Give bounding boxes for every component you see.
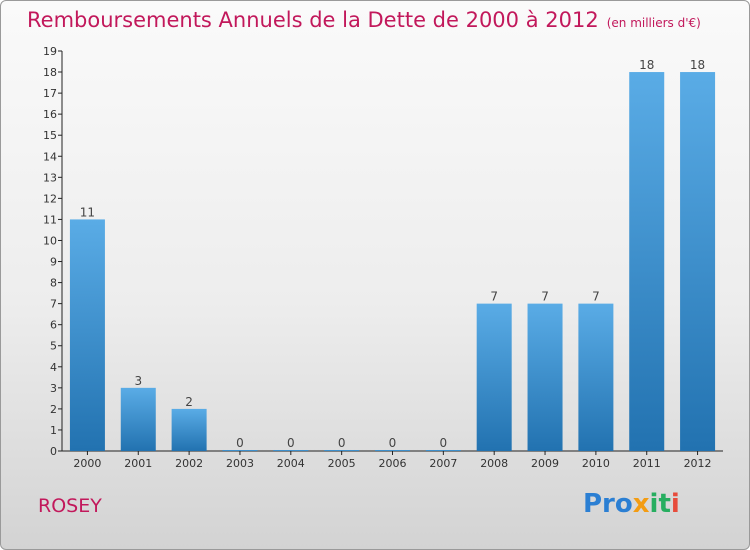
x-tick-label: 2004 — [277, 457, 305, 470]
y-tick-label: 9 — [50, 256, 57, 269]
x-tick-label: 2005 — [328, 457, 356, 470]
bar-2008 — [476, 303, 512, 451]
y-tick-label: 4 — [50, 361, 57, 374]
y-tick-label: 7 — [50, 298, 57, 311]
y-tick-label: 18 — [43, 66, 57, 79]
y-tick-label: 19 — [43, 45, 57, 58]
bar-2006 — [375, 450, 410, 451]
bar-2003 — [222, 450, 258, 451]
proxiti-logo: Proxiti — [583, 489, 680, 519]
logo-part: it — [649, 489, 671, 519]
bar-2009 — [527, 303, 563, 451]
y-tick-label: 15 — [43, 129, 57, 142]
bar-2004 — [273, 450, 309, 451]
data-label: 0 — [389, 436, 397, 450]
x-tick-label: 2010 — [582, 457, 610, 470]
x-tick-label: 2012 — [684, 457, 712, 470]
bar-2010 — [578, 303, 614, 451]
logo-part: x — [632, 489, 650, 519]
bar-2000 — [69, 219, 105, 451]
x-tick-label: 2011 — [633, 457, 661, 470]
x-tick-label: 2006 — [379, 457, 407, 470]
chart-subtitle: (en milliers d'€) — [606, 16, 701, 30]
chart-title: Remboursements Annuels de la Dette de 20… — [27, 8, 701, 32]
y-tick-label: 1 — [50, 424, 57, 437]
data-label: 18 — [690, 58, 705, 72]
y-tick-label: 16 — [43, 108, 57, 121]
y-tick-label: 13 — [43, 171, 57, 184]
bar-2007 — [425, 450, 461, 451]
y-tick-label: 8 — [50, 277, 57, 290]
y-tick-label: 5 — [50, 340, 57, 353]
data-label: 7 — [541, 290, 549, 304]
bar-2005 — [324, 450, 360, 451]
data-label: 7 — [490, 290, 498, 304]
chart-title-text: Remboursements Annuels de la Dette de 20… — [27, 8, 599, 32]
data-labels: 11 3 2 0 0 0 0 0 7 7 7 18 18 — [80, 58, 705, 450]
x-tick-label: 2001 — [124, 457, 152, 470]
data-label: 7 — [592, 290, 600, 304]
data-label: 0 — [338, 436, 346, 450]
y-tick-label: 11 — [43, 213, 57, 226]
y-tick-label: 2 — [50, 403, 57, 416]
city-name: ROSEY — [38, 495, 102, 517]
bars — [69, 72, 716, 451]
data-label: 0 — [287, 436, 295, 450]
bar-2001 — [120, 387, 156, 451]
y-tick-label: 12 — [43, 192, 57, 205]
bar-2011 — [629, 72, 665, 451]
bar-2012 — [680, 72, 716, 451]
x-tick-label: 2007 — [429, 457, 457, 470]
data-label: 0 — [236, 436, 244, 450]
data-label: 0 — [440, 436, 448, 450]
y-tick-label: 0 — [50, 445, 57, 458]
x-tick-label: 2009 — [531, 457, 559, 470]
data-label: 18 — [639, 58, 654, 72]
x-tick-label: 2002 — [175, 457, 203, 470]
y-tick-label: 10 — [43, 234, 57, 247]
x-tick-label: 2000 — [73, 457, 101, 470]
logo-part: i — [670, 489, 680, 519]
logo-part: Pro — [583, 489, 633, 519]
y-tick-label: 14 — [43, 150, 57, 163]
x-tick-label: 2003 — [226, 457, 254, 470]
data-label: 3 — [134, 374, 142, 388]
data-label: 11 — [80, 205, 95, 219]
y-tick-label: 17 — [43, 87, 57, 100]
bar-2002 — [171, 408, 207, 451]
x-tick-label: 2008 — [480, 457, 508, 470]
y-tick-label: 6 — [50, 319, 57, 332]
data-label: 2 — [185, 395, 193, 409]
y-tick-label: 3 — [50, 382, 57, 395]
